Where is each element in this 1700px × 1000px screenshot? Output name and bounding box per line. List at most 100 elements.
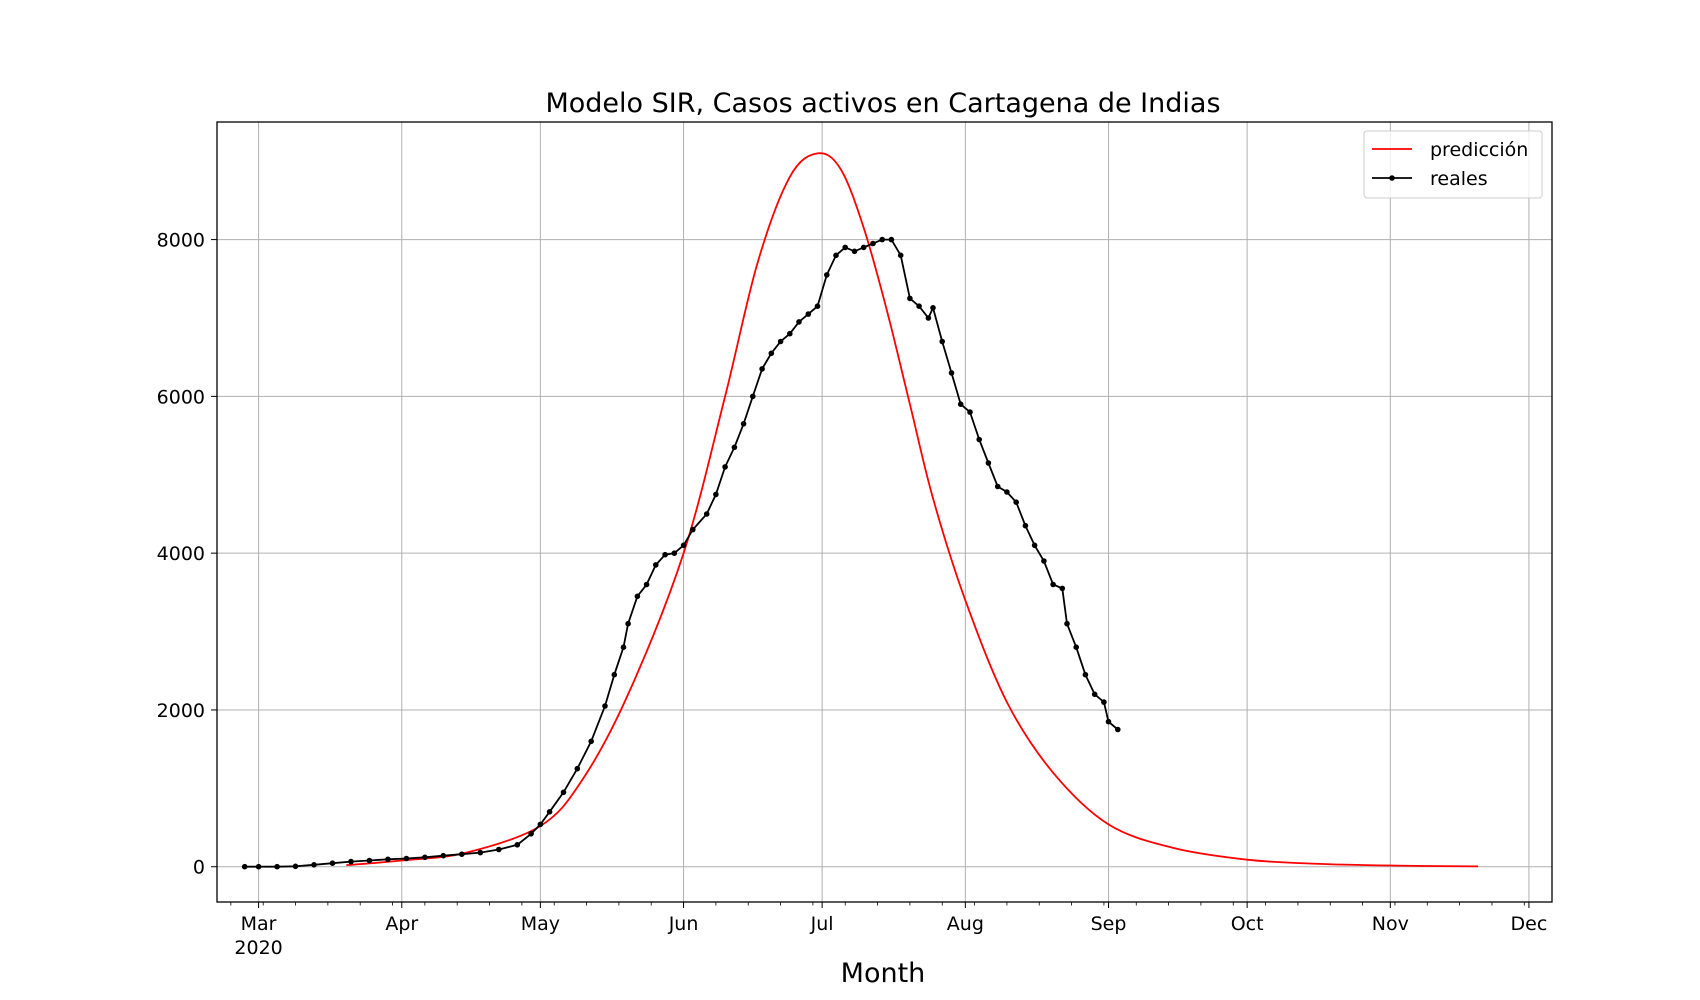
- y-tick-label: 6000: [157, 386, 205, 408]
- data-point-reales: [311, 862, 317, 868]
- data-point-reales: [976, 436, 982, 443]
- data-point-reales: [930, 305, 936, 311]
- data-point-reales: [824, 272, 830, 278]
- x-tick-label: Sep: [1091, 913, 1127, 935]
- x-tick-label: Apr: [385, 913, 418, 935]
- data-point-reales: [833, 252, 839, 259]
- x-tick-label: Jun: [668, 913, 699, 935]
- data-point-reales: [860, 244, 867, 251]
- x-tick-label: Oct: [1231, 913, 1264, 935]
- series-layer: [241, 152, 1479, 870]
- data-point-reales: [422, 854, 428, 861]
- data-point-reales: [916, 303, 922, 310]
- data-point-reales: [897, 252, 904, 259]
- data-point-reales: [1064, 620, 1070, 627]
- data-point-reales: [1004, 489, 1010, 495]
- data-point-reales: [653, 562, 659, 568]
- data-point-reales: [1022, 522, 1029, 529]
- legend-label-prediccion: predicción: [1430, 139, 1528, 161]
- data-point-reales: [1041, 558, 1047, 564]
- x-tick-label: Jul: [810, 913, 834, 935]
- data-point-reales: [241, 863, 248, 870]
- data-point-reales: [957, 401, 964, 408]
- data-point-reales: [703, 511, 710, 517]
- data-point-reales: [870, 240, 876, 247]
- data-point-reales: [1050, 581, 1056, 588]
- data-point-reales: [671, 550, 678, 556]
- data-point-reales: [796, 319, 802, 325]
- data-point-reales: [1082, 671, 1089, 678]
- data-point-reales: [985, 460, 992, 466]
- data-point-reales: [879, 236, 885, 243]
- x-axis-label: Month: [841, 958, 926, 989]
- data-point-reales: [385, 856, 391, 863]
- grid-lines: [217, 122, 1552, 902]
- data-point-reales: [750, 393, 756, 400]
- data-point-reales: [560, 789, 567, 796]
- data-point-reales: [537, 821, 544, 828]
- data-point-reales: [643, 581, 650, 588]
- plot-frame: [216, 121, 1553, 903]
- data-point-reales: [274, 863, 280, 870]
- data-point-reales: [329, 860, 336, 866]
- x-tick-label: Aug: [947, 913, 984, 935]
- y-tick-label: 0: [193, 857, 205, 879]
- data-point-reales: [459, 851, 465, 857]
- legend-label-reales: reales: [1430, 168, 1488, 190]
- data-point-reales: [588, 738, 594, 745]
- data-point-reales: [740, 421, 747, 427]
- y-tick-label: 2000: [157, 700, 205, 722]
- legend-marker-reales: [1389, 175, 1395, 181]
- data-point-reales: [255, 863, 262, 870]
- data-point-reales: [546, 809, 553, 815]
- data-point-reales: [994, 483, 1001, 490]
- data-point-reales: [939, 338, 945, 345]
- x-tick-label: Dec: [1511, 913, 1548, 935]
- data-point-reales: [805, 311, 812, 317]
- data-point-reales: [403, 855, 410, 862]
- data-point-reales: [731, 444, 738, 451]
- data-point-reales: [888, 236, 895, 243]
- data-point-reales: [620, 644, 627, 650]
- data-point-reales: [814, 303, 821, 310]
- data-point-reales: [528, 831, 534, 837]
- data-point-reales: [768, 350, 775, 357]
- legend[interactable]: predicción reales: [1363, 130, 1543, 199]
- data-point-reales: [1059, 585, 1066, 592]
- data-point-reales: [1115, 726, 1121, 733]
- data-point-reales: [948, 370, 955, 376]
- x-tick-label: Nov: [1372, 913, 1409, 935]
- data-point-reales: [514, 842, 521, 848]
- x-tick-label: Mar: [241, 913, 277, 935]
- data-point-reales: [440, 852, 447, 859]
- x-tick-label: May: [521, 913, 560, 935]
- data-point-reales: [662, 551, 668, 558]
- data-point-reales: [1031, 542, 1038, 549]
- data-point-reales: [574, 765, 581, 772]
- data-point-reales: [690, 526, 696, 533]
- series-line-prediccion: [346, 152, 1479, 868]
- chart-title: Modelo SIR, Casos activos en Cartagena d…: [545, 88, 1220, 119]
- y-tick-label: 8000: [157, 230, 205, 252]
- data-point-reales: [925, 315, 932, 321]
- data-point-reales: [1091, 691, 1098, 698]
- data-point-reales: [759, 366, 765, 372]
- data-point-reales: [477, 849, 484, 856]
- data-point-reales: [842, 244, 848, 251]
- data-point-reales: [1073, 644, 1079, 650]
- data-point-reales: [787, 330, 793, 337]
- data-point-reales: [1105, 718, 1112, 725]
- data-point-reales: [907, 295, 913, 302]
- data-point-reales: [1013, 499, 1019, 506]
- data-point-reales: [366, 857, 373, 864]
- data-point-reales: [851, 248, 858, 255]
- data-point-reales: [611, 671, 618, 678]
- data-point-reales: [722, 464, 728, 470]
- data-point-reales: [625, 620, 631, 627]
- data-point-reales: [634, 593, 641, 600]
- legend-box: [1363, 130, 1543, 199]
- data-point-reales: [967, 409, 973, 415]
- x-tick-sublabel: 2020: [234, 937, 282, 959]
